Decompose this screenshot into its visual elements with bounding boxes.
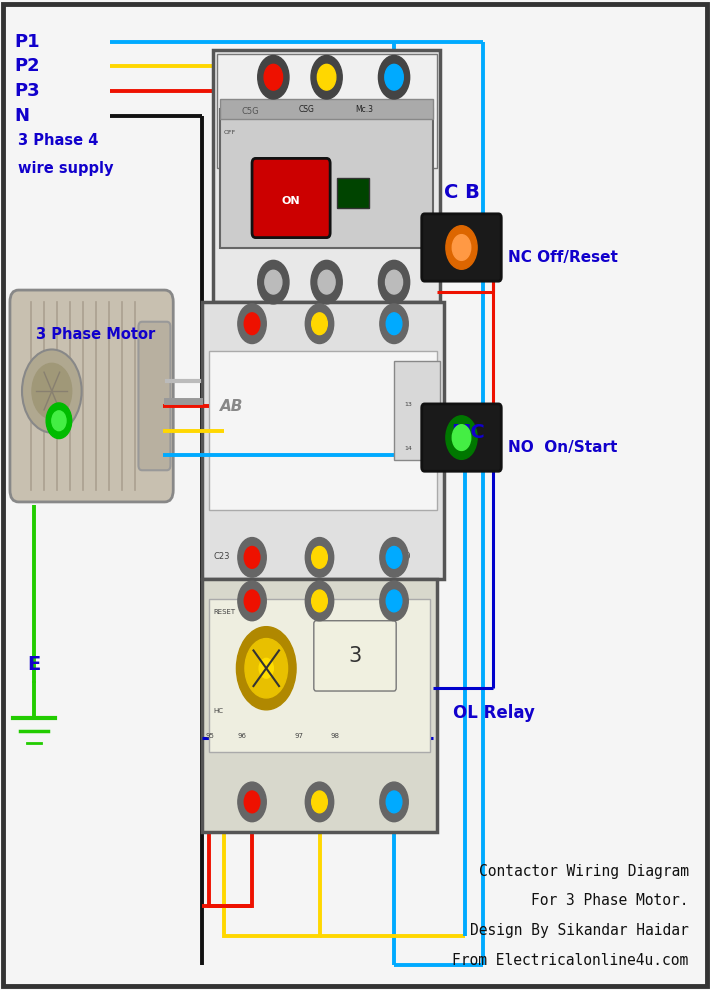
Circle shape: [312, 590, 327, 612]
FancyBboxPatch shape: [138, 322, 170, 470]
Circle shape: [311, 260, 342, 304]
Text: 14: 14: [405, 446, 413, 451]
Text: P1: P1: [14, 33, 40, 50]
Circle shape: [265, 270, 282, 294]
FancyBboxPatch shape: [422, 214, 501, 281]
Circle shape: [238, 581, 266, 621]
Circle shape: [305, 538, 334, 577]
Text: C B: C B: [444, 183, 480, 202]
Text: 97: 97: [295, 733, 304, 739]
Circle shape: [238, 538, 266, 577]
Circle shape: [244, 791, 260, 813]
Text: C23: C23: [213, 552, 229, 561]
Text: MC: MC: [451, 423, 485, 442]
Text: From Electricalonline4u.com: From Electricalonline4u.com: [452, 952, 689, 968]
Circle shape: [317, 64, 336, 90]
Text: HC: HC: [213, 708, 223, 714]
Text: P2: P2: [14, 57, 40, 75]
FancyBboxPatch shape: [314, 621, 396, 691]
Text: CSG: CSG: [298, 105, 314, 114]
Circle shape: [46, 403, 72, 439]
Text: OL Relay: OL Relay: [453, 704, 535, 722]
Circle shape: [236, 627, 296, 710]
Text: 96: 96: [238, 733, 247, 739]
Circle shape: [22, 349, 82, 433]
FancyBboxPatch shape: [202, 302, 444, 579]
Circle shape: [52, 411, 66, 431]
Circle shape: [318, 270, 335, 294]
Circle shape: [305, 304, 334, 344]
Text: ON: ON: [282, 196, 300, 206]
FancyBboxPatch shape: [217, 54, 437, 168]
Circle shape: [305, 581, 334, 621]
Text: 3: 3: [349, 646, 361, 666]
Circle shape: [380, 581, 408, 621]
Text: OFF: OFF: [224, 130, 236, 135]
Circle shape: [312, 546, 327, 568]
FancyBboxPatch shape: [213, 50, 440, 302]
Circle shape: [386, 270, 403, 294]
Circle shape: [446, 416, 477, 459]
Text: Design By Sikandar Haidar: Design By Sikandar Haidar: [470, 923, 689, 939]
FancyBboxPatch shape: [252, 158, 330, 238]
FancyBboxPatch shape: [10, 290, 173, 502]
Circle shape: [380, 782, 408, 822]
Text: Contactor Wiring Diagram: Contactor Wiring Diagram: [479, 863, 689, 879]
Text: For 3 Phase Motor.: For 3 Phase Motor.: [531, 893, 689, 909]
Text: AB: AB: [220, 399, 244, 414]
Text: 98: 98: [330, 733, 339, 739]
FancyBboxPatch shape: [202, 579, 437, 832]
Circle shape: [264, 64, 283, 90]
Text: 3 Phase 4: 3 Phase 4: [18, 133, 98, 148]
Text: RESET: RESET: [213, 609, 235, 615]
Circle shape: [258, 260, 289, 304]
Circle shape: [32, 363, 72, 419]
FancyBboxPatch shape: [209, 599, 430, 752]
Text: C5G: C5G: [241, 107, 259, 116]
Circle shape: [244, 313, 260, 335]
Circle shape: [380, 538, 408, 577]
Circle shape: [378, 260, 410, 304]
Circle shape: [259, 658, 273, 678]
Text: 3 Phase Motor: 3 Phase Motor: [36, 327, 155, 342]
Circle shape: [244, 590, 260, 612]
Circle shape: [386, 313, 402, 335]
Circle shape: [258, 55, 289, 99]
Circle shape: [386, 791, 402, 813]
FancyBboxPatch shape: [394, 361, 440, 460]
Text: 95: 95: [206, 733, 214, 739]
Circle shape: [385, 64, 403, 90]
FancyBboxPatch shape: [209, 351, 437, 510]
Circle shape: [312, 313, 327, 335]
FancyBboxPatch shape: [220, 109, 433, 248]
FancyBboxPatch shape: [422, 404, 501, 471]
Text: N: N: [14, 107, 29, 125]
Text: 13: 13: [405, 402, 413, 407]
Text: E: E: [27, 655, 40, 674]
Circle shape: [446, 226, 477, 269]
Circle shape: [380, 304, 408, 344]
Circle shape: [311, 55, 342, 99]
Text: P3: P3: [14, 82, 40, 100]
Circle shape: [238, 782, 266, 822]
Circle shape: [386, 590, 402, 612]
Text: NC Off/Reset: NC Off/Reset: [508, 249, 618, 265]
Circle shape: [378, 55, 410, 99]
Text: NO  On/Start: NO On/Start: [508, 440, 617, 455]
Circle shape: [452, 235, 471, 260]
Circle shape: [238, 304, 266, 344]
Circle shape: [386, 546, 402, 568]
Text: -10: -10: [398, 552, 411, 561]
Circle shape: [245, 639, 288, 698]
FancyBboxPatch shape: [337, 178, 369, 208]
FancyBboxPatch shape: [220, 99, 433, 119]
Circle shape: [305, 782, 334, 822]
Text: wire supply: wire supply: [18, 160, 114, 176]
Circle shape: [312, 791, 327, 813]
Circle shape: [244, 546, 260, 568]
Circle shape: [452, 425, 471, 450]
Text: Mc.3: Mc.3: [355, 105, 373, 114]
